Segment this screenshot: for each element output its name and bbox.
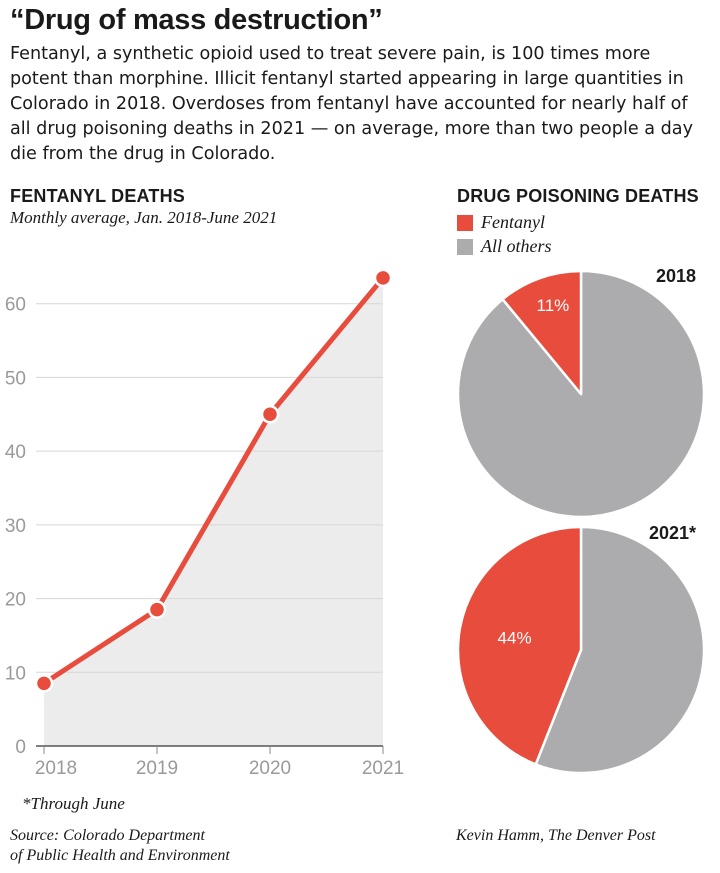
drug-poisoning-pies: 11% 2018 44% 2021* (456, 266, 706, 775)
y-tick-label-40: 40 (5, 442, 26, 463)
slice-fentanyl-2018 (501, 269, 583, 396)
credit-line: Kevin Hamm, The Denver Post (456, 827, 656, 844)
intro-text: Fentanyl, a synthetic opioid used to tre… (10, 44, 693, 164)
line-chart-subtitle: Monthly average, Jan. 2018-June 2021 (10, 208, 278, 227)
footnote: *Through June (22, 794, 125, 813)
y-tick-label-10: 10 (5, 663, 26, 684)
source-line-2: of Public Health and Environment (10, 847, 230, 864)
source-note: Source: Colorado Department of Public He… (10, 826, 340, 866)
legend-swatch-fentanyl (457, 214, 473, 231)
line-chart-title: FENTANYL DEATHS (10, 186, 186, 206)
legend-fentanyl: Fentanyl (457, 212, 545, 233)
pie-2018: 11% 2018 (456, 266, 706, 519)
legend-swatch-others (457, 238, 473, 255)
data-point-2021 (373, 268, 393, 288)
pie-year-label-2018: 2018 (656, 266, 696, 286)
slice-label-fentanyl-2021: 44% (498, 628, 532, 647)
page-title: “Drug of mass destruction” (10, 4, 383, 36)
slice-fentanyl-2021 (456, 525, 583, 766)
legend-label-others: All others (481, 236, 552, 256)
y-tick-label-30: 30 (5, 516, 26, 537)
y-tick-label-50: 50 (5, 368, 26, 389)
slice-label-fentanyl-2018: 11% (537, 296, 570, 315)
slice-all-others-2021 (534, 525, 706, 775)
x-tick-label-2021: 2021 (362, 758, 404, 779)
pie-2021: 44% 2021* (456, 523, 706, 775)
fentanyl-line (41, 275, 386, 686)
fentanyl-deaths-chart: 0 10 20 30 40 50 60 2018 2019 2020 2021 (4, 268, 405, 779)
y-tick-label-60: 60 (5, 295, 26, 316)
pie-year-label-2021: 2021* (649, 523, 696, 543)
data-point-2018 (34, 674, 54, 693)
pie-chart-title: DRUG POISONING DEATHS (457, 186, 699, 206)
legend-label-fentanyl: Fentanyl (481, 212, 545, 232)
source-line-1: Source: Colorado Department (10, 827, 205, 844)
x-tick-label-2018: 2018 (35, 758, 77, 779)
data-point-2020 (260, 405, 280, 424)
y-tick-label-0: 0 (15, 737, 26, 758)
x-tick-label-2019: 2019 (136, 758, 178, 779)
legend-others: All others (457, 236, 552, 257)
data-point-2019 (147, 600, 167, 619)
y-tick-label-20: 20 (5, 590, 26, 611)
x-tick-label-2020: 2020 (249, 758, 291, 779)
